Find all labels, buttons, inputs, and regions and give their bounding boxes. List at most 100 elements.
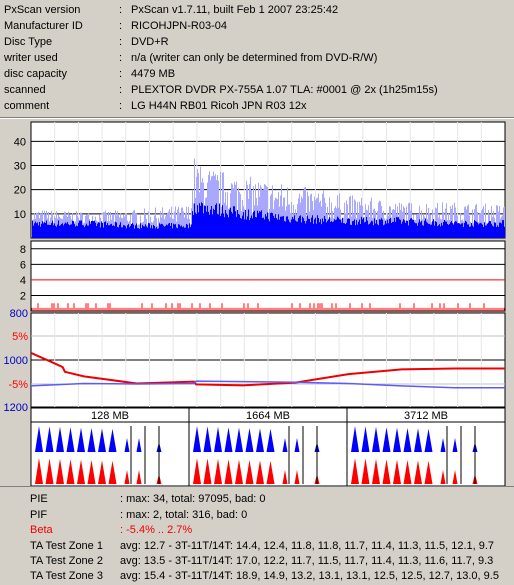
info-label: scanned <box>4 84 46 96</box>
ta-pit-peak <box>136 438 142 452</box>
ta-pit-peak <box>203 426 212 452</box>
pif-series <box>31 303 505 311</box>
ta-land-peak <box>56 458 64 484</box>
info-value: 4479 MB <box>131 68 176 80</box>
ta-pit-peak <box>66 427 75 452</box>
pif-tick-label: 4 <box>20 275 26 287</box>
ta-zone-label: 1664 MB <box>246 410 290 422</box>
ta-land-peak <box>440 470 446 484</box>
ta-land-peak <box>66 459 75 484</box>
pie-series <box>32 158 505 238</box>
info-colon: : <box>119 4 123 16</box>
info-colon: : <box>119 84 123 96</box>
jitter-line <box>31 380 505 389</box>
stat-value: : max: 34, total: 97095, bad: 0 <box>120 493 266 505</box>
ta-pit-peak <box>245 428 254 452</box>
info-value: RICOHJPN-R03-04 <box>131 20 227 32</box>
stat-label: Beta <box>30 524 53 536</box>
info-label: PxScan version <box>4 4 81 16</box>
pie-tick-label: 40 <box>14 136 26 148</box>
beta-tick-label: 1000 <box>4 355 28 367</box>
ta-land-peak <box>136 470 142 484</box>
header-separator-highlight <box>0 118 514 119</box>
info-value: DVD+R <box>131 36 169 48</box>
info-value: LG H44N RB01 Ricoh JPN R03 12x <box>131 100 307 112</box>
info-value: PxScan v1.7.11, built Feb 1 2007 23:25:4… <box>131 4 339 16</box>
pif-chart-panel: 8 6 4 2 <box>20 240 506 312</box>
ta-land-peak <box>87 460 96 484</box>
ta-pit-peak <box>414 428 422 452</box>
pif-plot-area <box>30 240 506 312</box>
stat-value: avg: 13.5 - 3T-11T/14T: 17.0, 12.2, 11.7… <box>120 555 494 567</box>
ta-pit-peak <box>266 428 275 452</box>
stat-value: avg: 12.7 - 3T-11T/14T: 14.4, 12.4, 11.8… <box>120 540 495 552</box>
ta-land-peak <box>235 459 243 484</box>
stat-value: avg: 15.4 - 3T-11T/14T: 18.9, 14.9, 13.2… <box>120 570 499 582</box>
pie-tick-label: 30 <box>14 161 26 173</box>
info-colon: : <box>119 52 123 64</box>
ta-pit-peak <box>87 428 96 452</box>
stat-value: : -5.4% .. 2.7% <box>120 524 193 536</box>
ta-test-zones-panel: 128 MB 1664 MB 3712 MB <box>30 407 506 486</box>
ta-pit-peak <box>98 428 106 452</box>
ta-pit-peak <box>351 426 359 452</box>
ta-land-peak <box>124 470 130 484</box>
ta-pit-peak <box>35 426 43 452</box>
pie-chart-panel: 40 30 20 10 <box>14 121 506 239</box>
ta-pit-peak <box>372 426 380 452</box>
ta-pit-peak <box>294 438 300 452</box>
ta-land-peak <box>214 458 222 484</box>
ta-pit-peak <box>403 428 412 452</box>
beta-tick-label: 5% <box>12 331 28 343</box>
ta-land-peak <box>98 460 106 484</box>
stat-label: TA Test Zone 3 <box>30 570 103 582</box>
stat-label: PIE <box>30 493 48 505</box>
stat-value: : max: 2, total: 316, bad: 0 <box>120 509 248 521</box>
info-label: writer used <box>4 52 58 64</box>
header-separator <box>0 117 514 118</box>
stat-label: PIF <box>30 509 48 521</box>
ta-pit-peak <box>393 427 401 452</box>
stats-separator <box>0 486 514 487</box>
beta-tick-label: 800 <box>10 308 28 320</box>
beta-tick-label: -5% <box>8 379 28 391</box>
info-label: Disc Type <box>4 36 53 48</box>
ta-land-peak <box>203 458 212 484</box>
beta-jitter-chart-panel: 800 5% 1000 -5% 1200 <box>4 308 506 414</box>
ta-pit-peak <box>256 428 264 452</box>
ta-pit-peak <box>193 426 201 452</box>
ta-land-peak <box>245 460 254 484</box>
ta-land-peak <box>282 470 288 484</box>
stat-label: TA Test Zone 2 <box>30 555 103 567</box>
ta-land-peak <box>35 458 43 484</box>
pie-tick-label: 20 <box>14 185 26 197</box>
ta-pit-peak <box>45 426 54 452</box>
ta-land-peak <box>294 470 300 484</box>
ta-land-peak <box>351 458 359 484</box>
ta-land-peak <box>266 460 275 484</box>
ta-land-peak <box>45 458 54 484</box>
ta-land-peak <box>361 458 370 484</box>
ta-zone-label: 3712 MB <box>404 410 448 422</box>
info-colon: : <box>119 100 123 112</box>
info-value: n/a (writer can only be determined from … <box>131 52 378 64</box>
ta-land-peak <box>256 460 264 484</box>
ta-pit-peak <box>282 438 288 452</box>
ta-land-peak <box>224 459 233 484</box>
ta-pit-peak <box>440 438 446 452</box>
info-label: comment <box>4 100 50 112</box>
ta-pit-peak <box>224 427 233 452</box>
ta-land-peak <box>77 459 85 484</box>
ta-pit-peak <box>424 428 433 452</box>
ta-zone-label: 128 MB <box>91 410 129 422</box>
ta-pit-peak <box>56 426 64 452</box>
pif-tick-label: 2 <box>20 290 26 302</box>
ta-land-peak <box>372 458 380 484</box>
ta-land-peak <box>414 460 422 484</box>
info-colon: : <box>119 36 123 48</box>
pie-tick-label: 10 <box>14 209 26 221</box>
ta-land-peak <box>424 460 433 484</box>
info-colon: : <box>119 68 123 80</box>
ta-land-peak <box>382 459 391 484</box>
info-value: PLEXTOR DVDR PX-755A 1.07 TLA: #0001 @ 2… <box>131 84 438 96</box>
